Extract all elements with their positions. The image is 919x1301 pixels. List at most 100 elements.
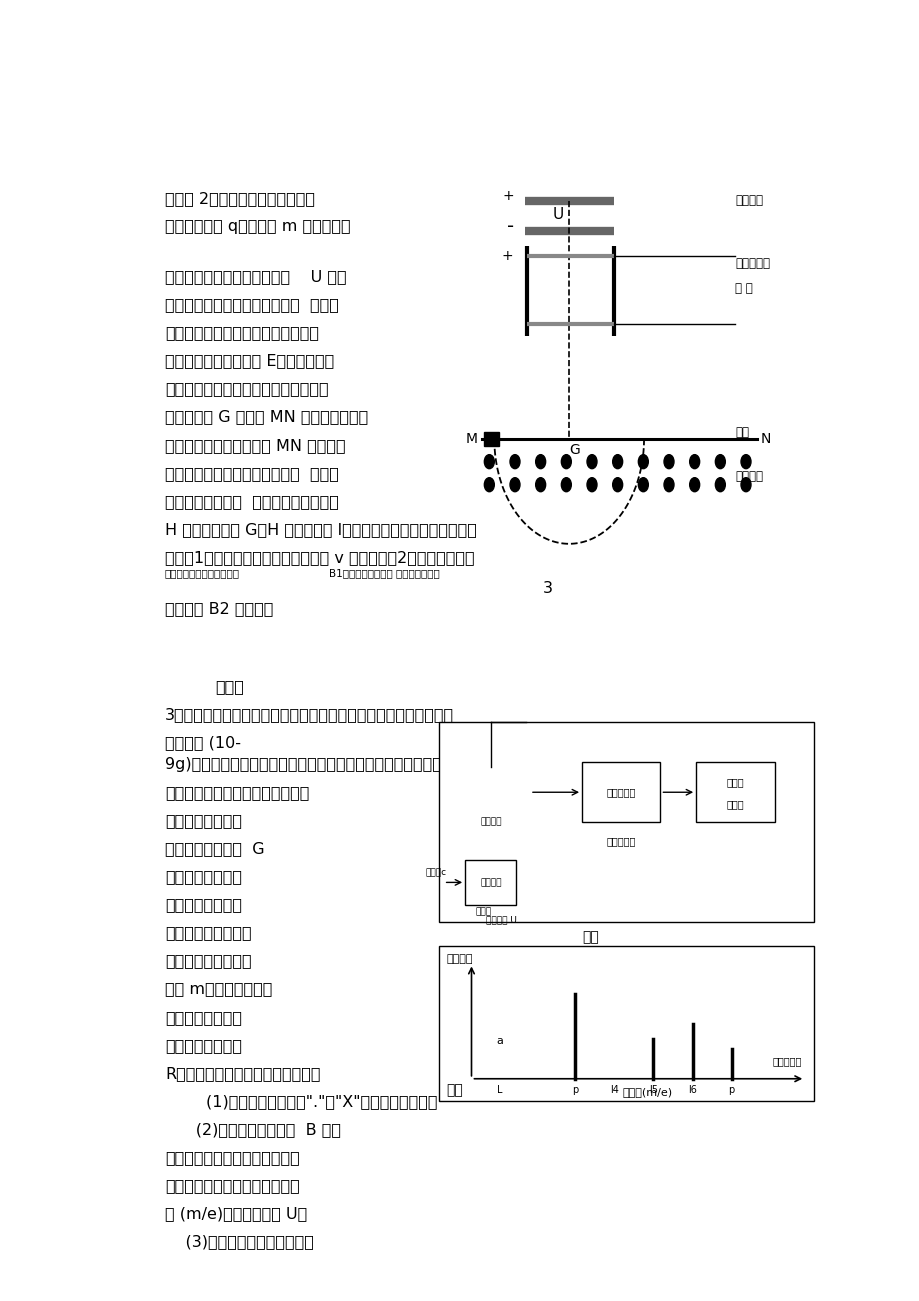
Text: 量为 m，初速度为零，: 量为 m，初速度为零， [165, 981, 272, 997]
Text: R，试根据上述内容回答下列问题：: R，试根据上述内容回答下列问题： [165, 1066, 320, 1081]
Text: 电源: 电源 [734, 427, 748, 440]
Text: 图，电荷量为 q、质量为 m 的带正电的: 图，电荷量为 q、质量为 m 的带正电的 [165, 220, 350, 234]
Text: 匀强磁场: 匀强磁场 [480, 818, 501, 827]
Circle shape [535, 477, 545, 492]
Circle shape [715, 477, 724, 492]
FancyBboxPatch shape [465, 860, 516, 905]
Text: L: L [497, 1085, 502, 1094]
Text: 号，求与该信号对应的离子质荷: 号，求与该信号对应的离子质荷 [165, 1177, 300, 1193]
Circle shape [664, 477, 674, 492]
Text: l5: l5 [648, 1085, 657, 1094]
Circle shape [715, 454, 724, 468]
Text: -: - [506, 217, 514, 235]
Circle shape [509, 477, 519, 492]
Text: 图甲: 图甲 [582, 930, 598, 945]
Circle shape [561, 477, 571, 492]
Text: (1)在图中相应部位用"."或"X"标明磁场的方向；: (1)在图中相应部位用"."或"X"标明磁场的方向； [165, 1094, 437, 1108]
Text: 器中匀强磁场的磁感应强度: 器中匀强磁场的磁感应强度 [165, 567, 240, 578]
Text: 裂成离子，若离子均: 裂成离子，若离子均 [165, 925, 251, 941]
Text: a: a [496, 1036, 503, 1046]
Text: 图乙: 图乙 [446, 1082, 463, 1097]
Text: 离子化室: 离子化室 [480, 878, 501, 887]
Text: 用极少量 (10-: 用极少量 (10- [165, 735, 241, 751]
Text: 的作用是使样品气: 的作用是使样品气 [165, 869, 242, 885]
Text: 中存在相互垂直的匀强电场和匀强磁: 中存在相互垂直的匀强电场和匀强磁 [165, 325, 319, 341]
Text: 方向垂直纸面向外的匀强磁场。  带电粒: 方向垂直纸面向外的匀强磁场。 带电粒 [165, 466, 338, 480]
Text: 质谱图: 质谱图 [726, 777, 743, 787]
Text: H 点。可测量出 G、H 间的距离为 l。带电粒子的重力可忽略不计。: H 点。可测量出 G、H 间的距离为 l。带电粒子的重力可忽略不计。 [165, 522, 476, 537]
Text: 场，匀强电场的场强为 E、方向水平向: 场，匀强电场的场强为 E、方向水平向 [165, 354, 334, 368]
Circle shape [483, 454, 494, 468]
Text: 3】质谱法是测定有机化合物分子结构的重要方法，其特点之一是：: 3】质谱法是测定有机化合物分子结构的重要方法，其特点之一是： [165, 708, 454, 722]
Text: 该偏转磁场是一个以直线 MN 为边界、: 该偏转磁场是一个以直线 MN 为边界、 [165, 437, 346, 453]
Text: 及化合物的准确分子量和分子式。: 及化合物的准确分子量和分子式。 [165, 786, 309, 800]
Text: 3: 3 [542, 580, 552, 596]
Text: l6: l6 [687, 1085, 697, 1094]
Text: 进样口: 进样口 [475, 908, 491, 916]
Text: p: p [571, 1085, 577, 1094]
Text: 离子在匀强磁场中: 离子在匀强磁场中 [165, 1010, 242, 1025]
Circle shape [664, 454, 674, 468]
Text: 右。已知带电粒子能够沿直线穿过速度: 右。已知带电粒子能够沿直线穿过速度 [165, 381, 328, 397]
Text: 信号强度: 信号强度 [446, 954, 472, 964]
Circle shape [689, 454, 698, 468]
Text: 9g)的化合物即可记录到它的质谱，从而获得有关分子结构的信息以: 9g)的化合物即可记录到它的质谱，从而获得有关分子结构的信息以 [165, 757, 460, 773]
FancyBboxPatch shape [696, 762, 774, 822]
Circle shape [612, 477, 622, 492]
Circle shape [451, 768, 529, 877]
Circle shape [612, 454, 622, 468]
Bar [483, 432, 499, 446]
Text: 高 频: 高 频 [734, 282, 753, 295]
Text: 质谱仪的大致结构: 质谱仪的大致结构 [165, 813, 242, 829]
Text: 高压电源 U: 高压电源 U [485, 915, 516, 924]
Text: 信号放大器: 信号放大器 [606, 787, 635, 798]
Text: 速电场后进入粒子速度选择器。  选择器: 速电场后进入粒子速度选择器。 选择器 [165, 298, 338, 312]
Circle shape [689, 477, 698, 492]
Text: 【例题: 【例题 [215, 679, 244, 693]
Text: 体分子离子化或碎: 体分子离子化或碎 [165, 898, 242, 912]
Circle shape [561, 454, 571, 468]
Text: 离子检测器: 离子检测器 [606, 837, 635, 847]
Text: +: + [502, 189, 514, 203]
Circle shape [638, 477, 648, 492]
Text: 选择器，从 G 点垂直 MN 进入偏转磁场，: 选择器，从 G 点垂直 MN 进入偏转磁场， [165, 410, 368, 424]
Text: B1的大小和方向。（ ）偏转磁场的磁: B1的大小和方向。（ ）偏转磁场的磁 [329, 567, 439, 578]
Circle shape [586, 454, 596, 468]
Text: G: G [569, 442, 580, 457]
Text: l4: l4 [609, 1085, 618, 1094]
Text: 此后无信号: 此后无信号 [771, 1055, 800, 1066]
Text: 电子枪c: 电子枪c [425, 868, 447, 877]
Text: 加速电场: 加速电场 [734, 194, 763, 207]
Text: 拉时，记录仪记录到一个明显信: 拉时，记录仪记录到一个明显信 [165, 1150, 300, 1164]
Circle shape [509, 454, 519, 468]
Text: +: + [501, 250, 512, 263]
Circle shape [586, 477, 596, 492]
Text: 如图甲所示。图中  G: 如图甲所示。图中 G [165, 842, 265, 856]
Text: 带一个单位电荷，质: 带一个单位电荷，质 [165, 954, 251, 968]
Text: 比 (m/e)。电源高压为 U。: 比 (m/e)。电源高压为 U。 [165, 1206, 307, 1220]
Circle shape [483, 477, 494, 492]
Text: 速度选择器: 速度选择器 [734, 256, 769, 269]
FancyBboxPatch shape [439, 722, 813, 922]
Circle shape [638, 454, 648, 468]
Text: 子经偏转磁场后，  最终到达照相底片的: 子经偏转磁场后， 最终到达照相底片的 [165, 493, 338, 509]
Text: (3)某科技小组设想使质谱仪: (3)某科技小组设想使质谱仪 [165, 1235, 313, 1249]
Text: 偏转磁场: 偏转磁场 [734, 470, 763, 483]
Text: (2)若在磁感应强度为  B 特斯: (2)若在磁感应强度为 B 特斯 [165, 1121, 341, 1137]
Text: 感应强度 B2 的大小。: 感应强度 B2 的大小。 [165, 601, 273, 615]
Text: 粒子从静止开始经过电势差为    U 的加: 粒子从静止开始经过电势差为 U 的加 [165, 269, 346, 285]
Text: p: p [728, 1085, 734, 1094]
Circle shape [740, 477, 750, 492]
Text: M: M [465, 432, 477, 446]
FancyBboxPatch shape [439, 946, 813, 1101]
Text: 运动轨迹的半径为: 运动轨迹的半径为 [165, 1038, 242, 1053]
FancyBboxPatch shape [582, 762, 660, 822]
Circle shape [740, 454, 750, 468]
Text: N: N [760, 432, 770, 446]
Text: U: U [552, 207, 563, 221]
Text: 质荷比(m/e): 质荷比(m/e) [622, 1086, 673, 1097]
Text: 求：（1）粒子从加速电场射出时速度 v 的大小。（2）粒子速度选择: 求：（1）粒子从加速电场射出时速度 v 的大小。（2）粒子速度选择 [165, 550, 474, 565]
Circle shape [535, 454, 545, 468]
Text: 【例题 2】如图为质谱仪原理示意: 【例题 2】如图为质谱仪原理示意 [165, 191, 314, 206]
Text: 记录仪: 记录仪 [726, 799, 743, 809]
